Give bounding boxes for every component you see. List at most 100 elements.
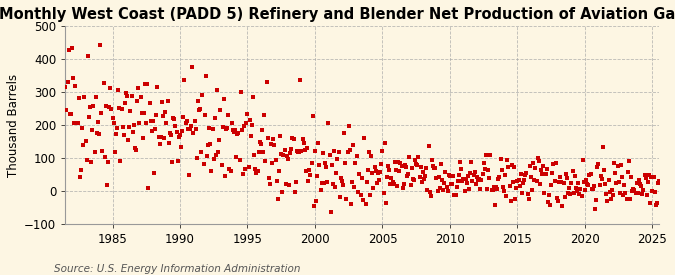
- Point: [605, 197, 616, 201]
- Point: [281, 154, 292, 159]
- Point: [429, 166, 439, 170]
- Point: [179, 78, 190, 83]
- Point: [144, 100, 155, 105]
- Point: [626, 189, 637, 193]
- Point: [441, 185, 452, 189]
- Point: [610, 170, 620, 175]
- Point: [215, 108, 226, 112]
- Point: [626, 174, 637, 179]
- Point: [620, 191, 630, 196]
- Point: [486, 188, 497, 192]
- Point: [518, 180, 529, 185]
- Point: [249, 152, 260, 157]
- Point: [431, 176, 442, 180]
- Point: [64, 111, 75, 116]
- Point: [516, 191, 527, 196]
- Point: [358, 197, 369, 202]
- Point: [70, 84, 81, 89]
- Point: [415, 165, 426, 169]
- Point: [107, 116, 118, 120]
- Point: [563, 191, 574, 195]
- Point: [186, 124, 196, 129]
- Point: [384, 168, 395, 173]
- Point: [387, 180, 398, 185]
- Point: [404, 155, 415, 159]
- Point: [580, 188, 591, 192]
- Point: [381, 175, 392, 179]
- Point: [74, 174, 85, 179]
- Point: [335, 176, 346, 180]
- Point: [329, 149, 340, 153]
- Point: [369, 164, 380, 169]
- Point: [537, 172, 547, 176]
- Point: [138, 111, 149, 116]
- Point: [609, 161, 620, 166]
- Point: [307, 114, 318, 118]
- Point: [495, 157, 506, 161]
- Point: [613, 180, 624, 184]
- Point: [421, 166, 432, 171]
- Point: [497, 185, 508, 189]
- Point: [105, 86, 115, 90]
- Point: [612, 164, 623, 168]
- Point: [531, 178, 542, 183]
- Point: [350, 160, 361, 165]
- Point: [74, 96, 84, 100]
- Point: [125, 109, 136, 114]
- Point: [406, 166, 417, 170]
- Point: [233, 130, 244, 135]
- Point: [101, 104, 111, 108]
- Point: [265, 182, 275, 186]
- Point: [315, 188, 326, 192]
- Point: [187, 65, 198, 69]
- Point: [94, 131, 105, 136]
- Point: [640, 175, 651, 180]
- Point: [580, 178, 591, 182]
- Point: [226, 121, 237, 125]
- Point: [283, 157, 294, 162]
- Point: [597, 177, 608, 181]
- Point: [511, 186, 522, 190]
- Point: [371, 180, 382, 185]
- Point: [294, 150, 304, 154]
- Point: [450, 193, 461, 197]
- Point: [493, 177, 504, 181]
- Point: [630, 191, 641, 196]
- Point: [560, 172, 571, 176]
- Point: [278, 153, 289, 157]
- Point: [361, 180, 372, 185]
- Point: [104, 105, 115, 109]
- Point: [362, 168, 373, 172]
- Point: [538, 163, 549, 168]
- Point: [430, 166, 441, 170]
- Text: Source: U.S. Energy Information Administration: Source: U.S. Energy Information Administ…: [54, 264, 300, 274]
- Point: [76, 168, 86, 172]
- Point: [599, 167, 610, 172]
- Point: [472, 177, 483, 182]
- Point: [250, 166, 261, 171]
- Point: [212, 88, 223, 92]
- Point: [244, 118, 255, 123]
- Point: [357, 176, 368, 180]
- Point: [222, 126, 233, 130]
- Point: [492, 187, 503, 192]
- Point: [338, 183, 348, 188]
- Point: [213, 150, 223, 154]
- Point: [639, 172, 650, 177]
- Point: [528, 161, 539, 166]
- Point: [204, 125, 215, 130]
- Point: [242, 112, 253, 116]
- Point: [205, 141, 216, 146]
- Point: [608, 193, 618, 197]
- Point: [344, 147, 355, 152]
- Point: [202, 143, 213, 147]
- Point: [337, 179, 348, 184]
- Point: [653, 181, 664, 185]
- Point: [292, 149, 302, 153]
- Point: [319, 181, 329, 186]
- Point: [354, 240, 365, 244]
- Point: [273, 169, 284, 173]
- Point: [376, 162, 387, 166]
- Point: [446, 182, 456, 186]
- Point: [236, 90, 246, 94]
